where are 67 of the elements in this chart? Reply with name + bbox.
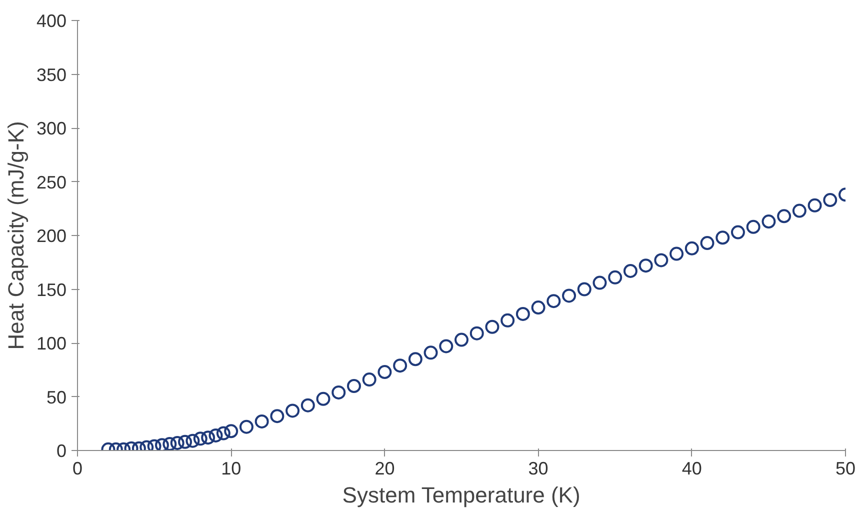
point bbox=[393, 358, 408, 373]
point bbox=[439, 339, 454, 354]
x-axis-title: System Temperature (K) bbox=[342, 482, 580, 508]
point bbox=[762, 214, 776, 229]
point bbox=[239, 420, 254, 434]
point bbox=[485, 320, 500, 334]
point bbox=[378, 365, 392, 380]
y-tick-label: 150 bbox=[36, 280, 67, 300]
y-tick-label: 0 bbox=[56, 441, 67, 461]
point bbox=[670, 246, 684, 261]
point bbox=[716, 230, 730, 245]
point bbox=[201, 430, 216, 445]
point bbox=[577, 282, 592, 296]
point bbox=[808, 198, 822, 212]
point bbox=[254, 414, 269, 428]
point bbox=[362, 372, 376, 387]
point bbox=[300, 398, 315, 412]
point bbox=[454, 332, 468, 347]
y-tick-label: 250 bbox=[36, 172, 67, 192]
point bbox=[700, 236, 714, 250]
point bbox=[516, 306, 530, 321]
point bbox=[216, 426, 230, 440]
point bbox=[531, 300, 546, 315]
point bbox=[746, 220, 760, 234]
point bbox=[147, 439, 162, 450]
point bbox=[178, 434, 192, 449]
y-tick-label: 50 bbox=[46, 387, 67, 408]
point bbox=[186, 434, 200, 448]
y-tick-label: 100 bbox=[36, 334, 67, 354]
point bbox=[470, 326, 484, 340]
point bbox=[316, 392, 330, 406]
point bbox=[332, 385, 346, 400]
y-tick-label: 300 bbox=[36, 118, 67, 138]
x-tick-label: 40 bbox=[682, 458, 702, 478]
point bbox=[623, 264, 638, 278]
point bbox=[208, 428, 223, 442]
point bbox=[777, 209, 792, 224]
point bbox=[270, 409, 284, 424]
point bbox=[154, 438, 169, 450]
point bbox=[792, 204, 806, 218]
x-tick-label: 50 bbox=[835, 458, 856, 478]
point bbox=[654, 253, 668, 268]
point bbox=[408, 352, 422, 366]
point bbox=[638, 258, 653, 273]
point bbox=[286, 404, 300, 418]
point bbox=[592, 276, 607, 290]
y-axis-title: Heat Capacity (mJ/g-K) bbox=[3, 121, 28, 350]
point bbox=[162, 437, 177, 450]
point bbox=[500, 313, 515, 328]
point bbox=[346, 379, 361, 393]
point bbox=[608, 270, 622, 284]
point bbox=[224, 424, 238, 438]
point bbox=[823, 193, 838, 208]
x-tick-label: 20 bbox=[374, 458, 395, 478]
point bbox=[562, 288, 576, 303]
point bbox=[424, 346, 438, 360]
point bbox=[684, 241, 699, 256]
point bbox=[730, 225, 745, 240]
x-tick-label: 30 bbox=[528, 458, 548, 478]
x-tick-label: 10 bbox=[221, 458, 242, 478]
point bbox=[170, 436, 184, 450]
x-tick-label: 0 bbox=[72, 458, 83, 478]
y-tick-label: 400 bbox=[36, 11, 67, 31]
y-tick-label: 350 bbox=[36, 64, 67, 85]
point bbox=[546, 294, 561, 308]
point bbox=[193, 432, 208, 446]
y-tick-label: 200 bbox=[36, 226, 67, 246]
